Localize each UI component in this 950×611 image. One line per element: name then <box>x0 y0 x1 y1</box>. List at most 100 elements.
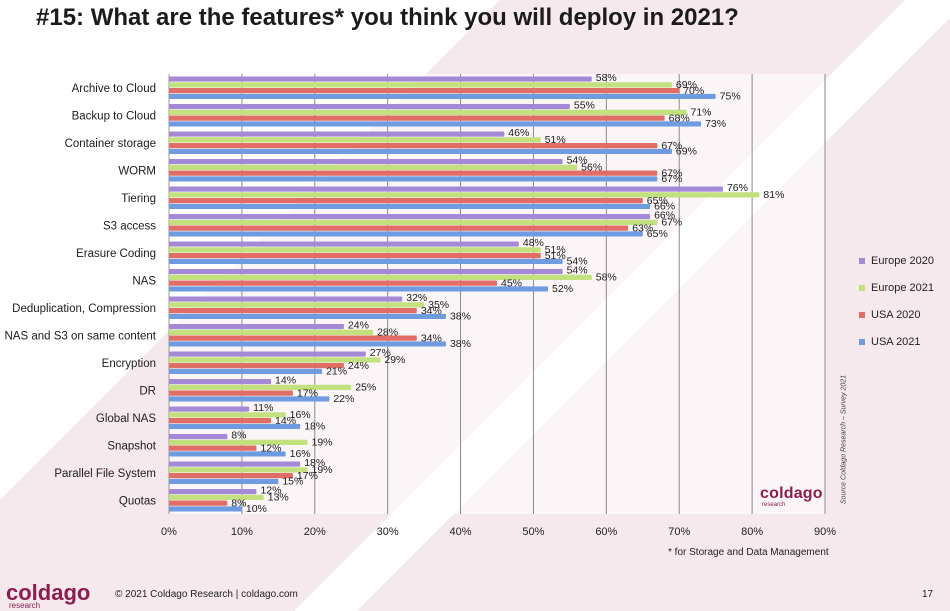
bar <box>169 302 425 308</box>
bar <box>169 231 643 237</box>
category-label: Parallel File System <box>54 468 156 480</box>
data-label: 35% <box>428 299 449 311</box>
category-label: Deduplication, Compression <box>12 303 156 315</box>
bar <box>169 473 293 479</box>
data-label: 34% <box>421 332 442 344</box>
bar <box>169 148 672 155</box>
data-label: 68% <box>669 112 690 124</box>
bar <box>169 406 250 412</box>
bar <box>169 93 716 100</box>
category-label: Tiering <box>121 193 156 205</box>
data-label: 34% <box>421 305 442 317</box>
data-label: 15% <box>282 476 303 488</box>
bar <box>169 296 403 302</box>
data-label: 18% <box>304 421 325 433</box>
copyright-text: © 2021 Coldago Research | coldago.com <box>115 589 298 600</box>
x-tick-label: 60% <box>595 526 617 538</box>
data-label: 46% <box>508 127 529 139</box>
category-label: S3 access <box>103 220 156 232</box>
category-label: WORM <box>118 165 156 177</box>
data-label: 67% <box>661 140 682 152</box>
data-label: 24% <box>348 360 369 372</box>
data-label: 66% <box>654 201 675 213</box>
data-label: 16% <box>290 409 311 421</box>
data-label: 69% <box>676 146 697 158</box>
bar <box>169 500 228 506</box>
data-label: 12% <box>260 442 281 454</box>
source-note: Source Coldago Research – Survey 2021 <box>840 374 848 505</box>
category-label: Backup to Cloud <box>72 110 156 122</box>
bar <box>169 121 702 127</box>
bar <box>169 423 301 430</box>
category-label: NAS and S3 on same content <box>4 330 156 342</box>
bar <box>169 478 279 485</box>
data-label: 25% <box>355 381 376 393</box>
data-label: 63% <box>632 222 653 234</box>
legend-label: Europe 2020 <box>871 255 934 267</box>
data-label: 67% <box>661 216 682 228</box>
category-label: DR <box>139 385 156 397</box>
bar <box>169 109 687 115</box>
data-label: 10% <box>246 503 267 515</box>
bar <box>169 357 381 363</box>
data-label: 8% <box>231 430 246 442</box>
footer-logo-sub: research <box>9 601 41 610</box>
data-label: 73% <box>705 118 726 130</box>
data-label: 58% <box>596 271 617 283</box>
x-tick-label: 10% <box>231 526 253 538</box>
bar <box>169 439 308 445</box>
category-label: Global NAS <box>96 413 156 425</box>
data-label: 38% <box>450 338 471 350</box>
data-label: 12% <box>260 485 281 497</box>
bar <box>169 418 272 424</box>
bar <box>169 286 549 292</box>
bar <box>169 335 417 341</box>
footer-logo[interactable]: coldago research <box>6 582 90 610</box>
x-tick-label: 0% <box>161 526 177 538</box>
x-tick-label: 20% <box>304 526 326 538</box>
data-label: 14% <box>275 415 296 427</box>
bar <box>169 368 323 375</box>
bar <box>169 308 417 314</box>
bar <box>169 76 592 82</box>
bar <box>169 115 665 121</box>
data-label: 27% <box>370 347 391 359</box>
x-tick-label: 50% <box>522 526 544 538</box>
page-number: 17 <box>922 589 934 600</box>
category-label: Quotas <box>119 495 156 507</box>
data-label: 55% <box>574 100 595 112</box>
x-tick-label: 80% <box>741 526 763 538</box>
legend-label: USA 2021 <box>871 336 921 348</box>
bar <box>169 396 330 402</box>
bar <box>169 280 497 286</box>
bar <box>169 137 541 143</box>
category-label: Snapshot <box>107 440 156 452</box>
data-label: 45% <box>501 277 522 289</box>
bar <box>169 131 505 137</box>
data-label: 65% <box>647 228 668 240</box>
data-label: 58% <box>596 72 617 84</box>
bar <box>169 176 658 182</box>
data-label: 19% <box>311 464 332 476</box>
bar <box>169 241 519 247</box>
bar <box>169 467 308 473</box>
legend-marker <box>859 258 865 264</box>
bar <box>169 225 629 231</box>
bar <box>169 103 570 110</box>
data-label: 71% <box>691 106 712 118</box>
x-tick-label: 30% <box>377 526 399 538</box>
bar <box>169 313 446 320</box>
category-label: Archive to Cloud <box>72 83 156 95</box>
data-label: 67% <box>661 173 682 185</box>
bar <box>169 412 286 418</box>
bar <box>169 192 760 198</box>
bar <box>169 88 680 94</box>
data-label: 48% <box>523 237 544 249</box>
slide-title: #15: What are the features* you think yo… <box>36 4 739 31</box>
data-label: 75% <box>720 91 741 103</box>
data-label: 28% <box>377 326 398 338</box>
bar <box>169 433 228 440</box>
x-tick-label: 70% <box>668 526 690 538</box>
category-label: NAS <box>132 275 156 287</box>
